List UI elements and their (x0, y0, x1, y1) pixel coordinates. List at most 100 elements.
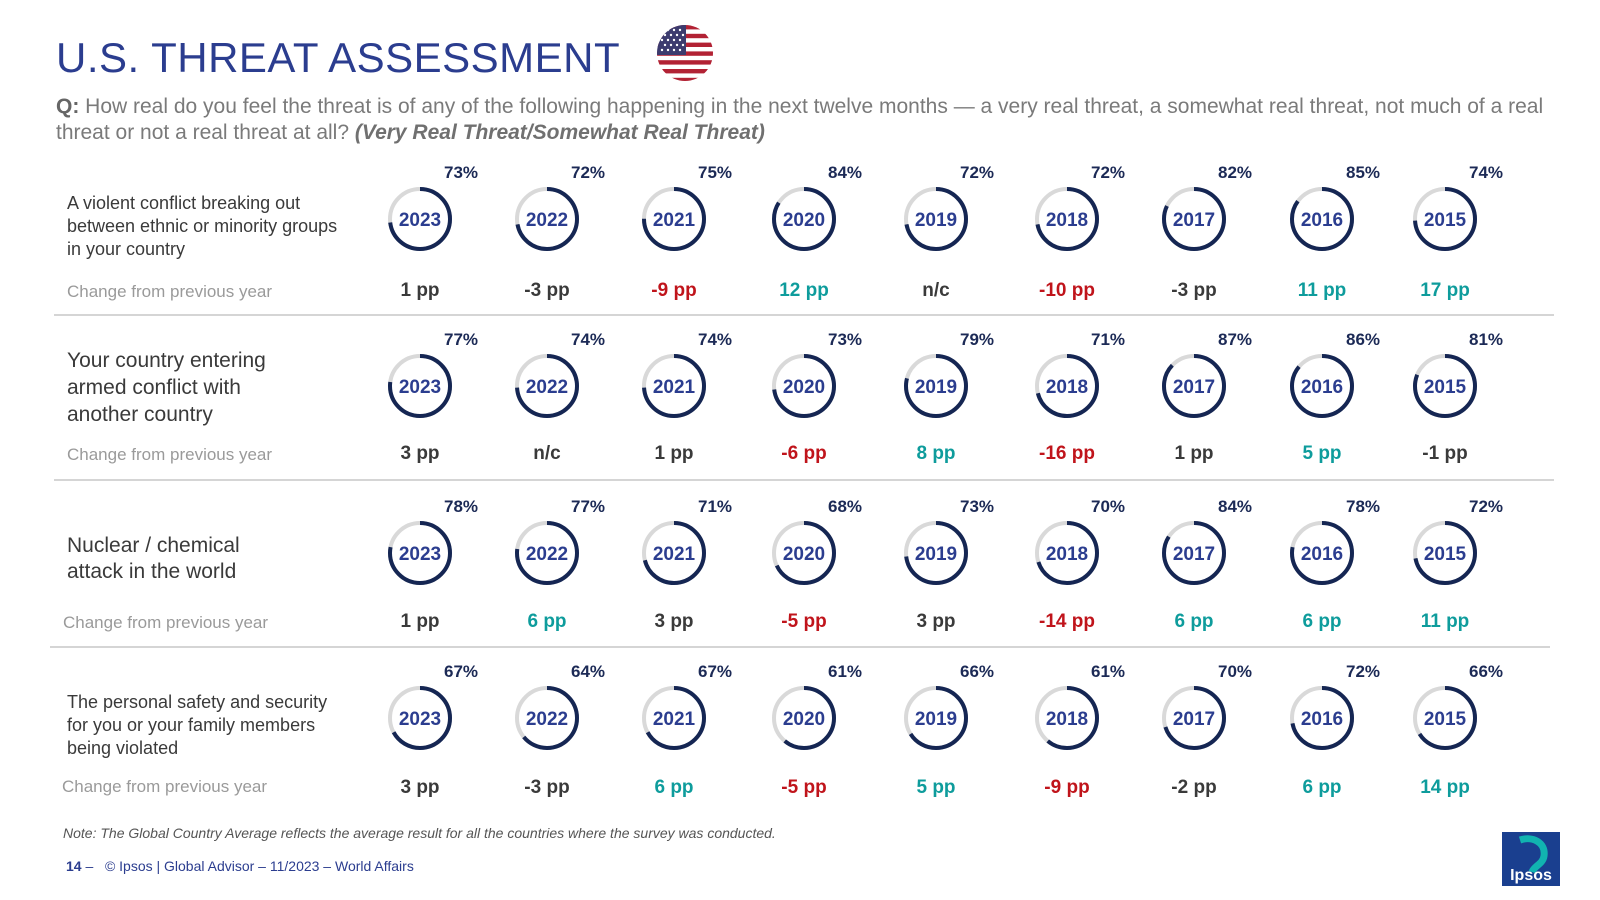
value-label: 79% (960, 330, 995, 349)
year-label: 2020 (783, 544, 825, 565)
donut-2021: 2021 (641, 520, 707, 586)
footer-text: © Ipsos | Global Advisor – 11/2023 – Wor… (104, 858, 414, 874)
value-label: 70% (1091, 497, 1126, 516)
change-value: -3 pp (524, 280, 570, 301)
donut-2018: 2018 (1034, 520, 1100, 586)
donut-2016: 2016 (1289, 353, 1355, 419)
ring-value (515, 354, 579, 418)
year-label: 2021 (653, 377, 696, 398)
donut-2016: 2016 (1289, 685, 1355, 751)
ring-value (1162, 354, 1226, 418)
ring-value (1290, 187, 1354, 251)
change-value: -10 pp (1039, 280, 1095, 301)
change-value: 6 pp (527, 611, 567, 632)
year-label: 2022 (526, 544, 568, 565)
footnote: Note: The Global Country Average reflect… (63, 825, 776, 841)
year-label: 2016 (1301, 210, 1343, 231)
change-value: 6 pp (1174, 611, 1214, 632)
change-value: 1 pp (654, 443, 694, 464)
donut-2019: 2019 (903, 353, 969, 419)
value-label: 61% (1091, 662, 1126, 681)
year-label: 2016 (1301, 709, 1343, 730)
donut-2022: 2022 (514, 685, 580, 751)
change-value: -3 pp (524, 777, 570, 798)
donut-2017: 2017 (1161, 520, 1227, 586)
year-label: 2017 (1173, 210, 1215, 231)
year-label: 2021 (653, 709, 696, 730)
value-label: 72% (960, 163, 995, 182)
us-flag-icon (656, 24, 714, 82)
change-value: 6 pp (654, 777, 694, 798)
change-value: -9 pp (651, 280, 697, 301)
change-value: -1 pp (1422, 443, 1468, 464)
change-value: 1 pp (400, 280, 440, 301)
change-value: 17 pp (1420, 280, 1470, 301)
ring-value (388, 187, 452, 251)
change-value: n/c (922, 280, 950, 301)
ring-value (1413, 187, 1477, 251)
value-label: 71% (1091, 330, 1126, 349)
value-label: 84% (1218, 497, 1253, 516)
value-label: 67% (444, 662, 479, 681)
year-label: 2018 (1046, 210, 1088, 231)
year-label: 2018 (1046, 709, 1088, 730)
value-label: 77% (571, 497, 606, 516)
change-value: 12 pp (779, 280, 829, 301)
ring-value (388, 686, 452, 750)
donut-2018: 2018 (1034, 186, 1100, 252)
donut-2016: 2016 (1289, 520, 1355, 586)
donut-2022: 2022 (514, 353, 580, 419)
row-label-ethnic-conflict: A violent conflict breaking out between … (67, 193, 338, 259)
donut-2023: 2023 (387, 353, 453, 419)
ring-value (515, 521, 579, 585)
value-label: 82% (1218, 163, 1253, 182)
value-label: 86% (1346, 330, 1381, 349)
ring-value (1162, 187, 1226, 251)
row-divider (54, 479, 1554, 481)
ring-value (388, 521, 452, 585)
change-value: n/c (533, 443, 561, 464)
donut-2020: 2020 (771, 685, 837, 751)
change-value: -3 pp (1171, 280, 1217, 301)
ring-value (1162, 686, 1226, 750)
year-label: 2017 (1173, 377, 1215, 398)
ring-value (515, 686, 579, 750)
change-value: 5 pp (1302, 443, 1342, 464)
value-label: 71% (698, 497, 733, 516)
ring-value (642, 187, 706, 251)
donut-2022: 2022 (514, 186, 580, 252)
change-value: 3 pp (400, 443, 440, 464)
ring-value (1413, 686, 1477, 750)
ring-value (642, 686, 706, 750)
year-label: 2016 (1301, 544, 1343, 565)
value-label: 73% (444, 163, 479, 182)
ring-value (904, 521, 968, 585)
change-value: -2 pp (1171, 777, 1217, 798)
donut-2023: 2023 (387, 186, 453, 252)
ring-value (772, 686, 836, 750)
value-label: 78% (444, 497, 479, 516)
donut-2018: 2018 (1034, 685, 1100, 751)
change-value: -5 pp (781, 611, 827, 632)
value-label: 66% (960, 662, 995, 681)
change-value: -5 pp (781, 777, 827, 798)
value-label: 73% (828, 330, 863, 349)
page-number: 14 (66, 858, 82, 874)
donut-2021: 2021 (641, 353, 707, 419)
year-label: 2022 (526, 210, 568, 231)
row-label-nuclear-attack: Nuclear / chemical attack in the world (67, 534, 240, 583)
value-label: 81% (1469, 330, 1504, 349)
donut-2015: 2015 (1412, 186, 1478, 252)
change-value: 1 pp (400, 611, 440, 632)
page-title: U.S. THREAT ASSESSMENT (56, 34, 621, 81)
ring-value (1035, 686, 1099, 750)
change-value: 6 pp (1302, 777, 1342, 798)
value-label: 66% (1469, 662, 1504, 681)
value-label: 74% (571, 330, 606, 349)
change-value: 11 pp (1420, 611, 1470, 632)
ring-value (1162, 521, 1226, 585)
change-label: Change from previous year (63, 613, 269, 632)
change-value: 6 pp (1302, 611, 1342, 632)
change-value: 3 pp (654, 611, 694, 632)
donut-2017: 2017 (1161, 186, 1227, 252)
